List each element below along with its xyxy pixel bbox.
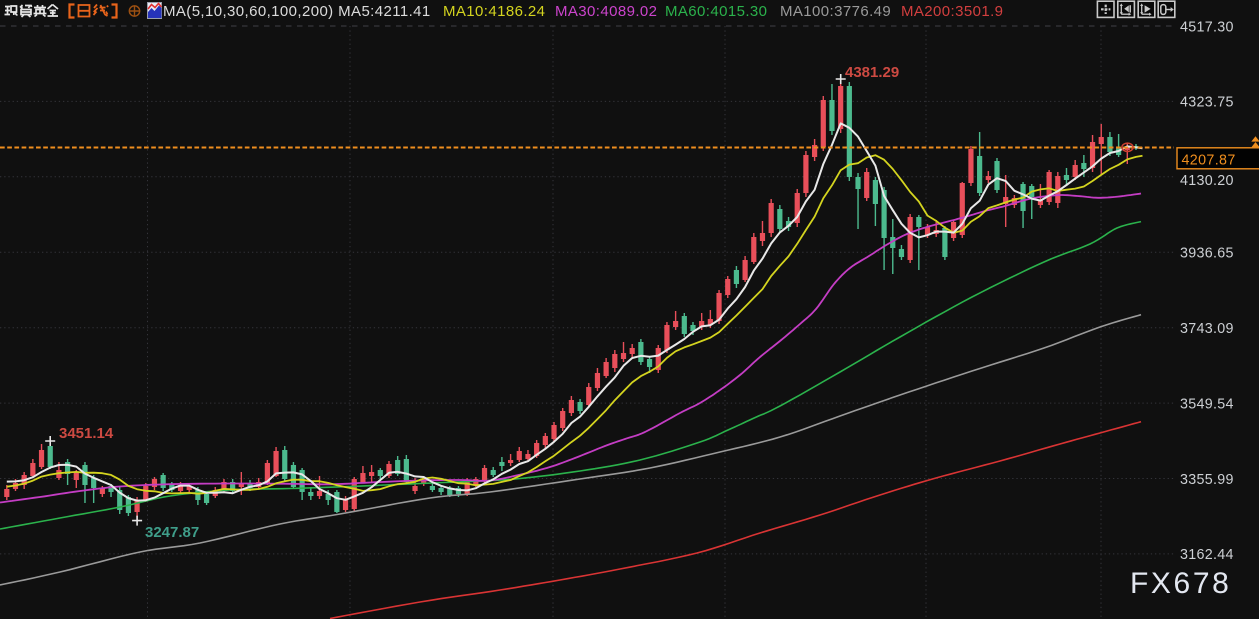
svg-text:3162.44: 3162.44 bbox=[1180, 547, 1234, 563]
svg-text:FX678: FX678 bbox=[1130, 567, 1231, 600]
svg-text:MA60:4015.30: MA60:4015.30 bbox=[665, 3, 767, 20]
svg-text:3451.14: 3451.14 bbox=[59, 425, 114, 442]
svg-text:3355.99: 3355.99 bbox=[1180, 472, 1234, 488]
svg-text:3549.54: 3549.54 bbox=[1180, 396, 1234, 412]
svg-text:4381.29: 4381.29 bbox=[845, 64, 899, 81]
svg-text:4207.87: 4207.87 bbox=[1182, 152, 1236, 168]
svg-text:3743.09: 3743.09 bbox=[1180, 321, 1234, 337]
svg-text:4517.30: 4517.30 bbox=[1180, 19, 1234, 35]
svg-text:MA100:3776.49: MA100:3776.49 bbox=[780, 3, 891, 20]
svg-text:MA(5,10,30,60,100,200) MA5:421: MA(5,10,30,60,100,200) MA5:4211.41 bbox=[163, 3, 431, 20]
svg-text:4323.75: 4323.75 bbox=[1180, 95, 1234, 111]
svg-text:4130.20: 4130.20 bbox=[1180, 173, 1234, 189]
svg-text:3247.87: 3247.87 bbox=[145, 524, 199, 541]
svg-text:MA200:3501.9: MA200:3501.9 bbox=[901, 3, 1003, 20]
svg-text:MA30:4089.02: MA30:4089.02 bbox=[555, 3, 657, 20]
svg-text:MA10:4186.24: MA10:4186.24 bbox=[443, 3, 545, 20]
svg-text:3936.65: 3936.65 bbox=[1180, 246, 1234, 262]
